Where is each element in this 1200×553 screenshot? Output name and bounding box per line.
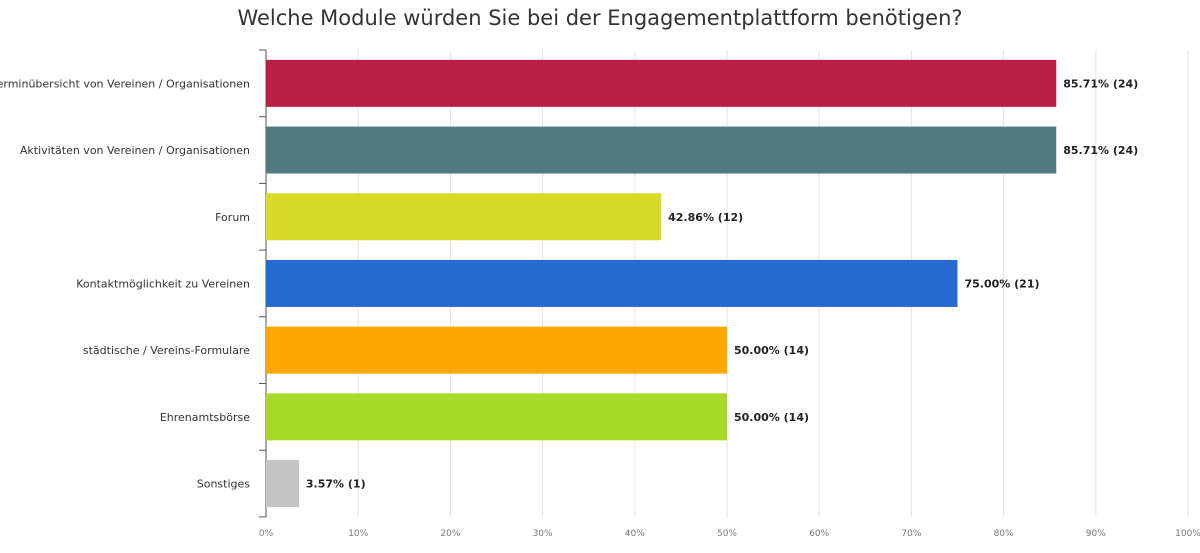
bar — [266, 259, 958, 307]
data-label: 75.00% (21) — [965, 277, 1040, 290]
x-tick-label: 20% — [440, 529, 460, 539]
x-tick-label: 90% — [1086, 529, 1106, 539]
category-label: Ehrenamtsbörse — [160, 411, 250, 424]
category-label: Forum — [215, 211, 250, 224]
category-label: Terminübersicht von Vereinen / Organisat… — [0, 77, 250, 90]
data-label: 85.71% (24) — [1063, 77, 1138, 90]
bar — [266, 126, 1057, 174]
bar — [266, 393, 727, 441]
category-label: Sonstiges — [197, 478, 251, 491]
x-tick-label: 40% — [625, 529, 645, 539]
chart-title: Welche Module würden Sie bei der Engagem… — [237, 6, 963, 30]
data-label: 50.00% (14) — [734, 411, 809, 424]
x-tick-label: 70% — [901, 529, 921, 539]
data-label: 3.57% (1) — [306, 478, 366, 491]
bar — [266, 326, 727, 374]
x-tick-label: 60% — [809, 529, 829, 539]
x-tick-label: 0% — [259, 529, 274, 539]
data-label: 42.86% (12) — [668, 211, 743, 224]
x-tick-label: 10% — [348, 529, 368, 539]
data-label: 85.71% (24) — [1063, 144, 1138, 157]
bar — [266, 193, 662, 241]
x-tick-label: 30% — [533, 529, 553, 539]
bar — [266, 59, 1057, 107]
bar — [266, 460, 299, 508]
category-label: städtische / Vereins-Formulare — [83, 344, 250, 357]
x-tick-label: 80% — [994, 529, 1014, 539]
category-label: Kontaktmöglichkeit zu Vereinen — [76, 277, 250, 290]
data-label: 50.00% (14) — [734, 344, 809, 357]
x-tick-label: 50% — [717, 529, 737, 539]
category-label: Aktivitäten von Vereinen / Organisatione… — [20, 144, 250, 157]
x-tick-label: 100% — [1175, 529, 1200, 539]
